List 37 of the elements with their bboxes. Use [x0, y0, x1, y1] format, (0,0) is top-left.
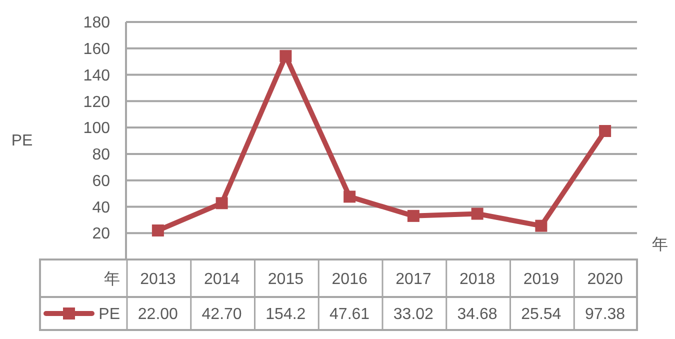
- y-tick-label: 40: [92, 199, 110, 216]
- x-axis-title: 年: [104, 270, 120, 288]
- y-tick-label: 60: [92, 172, 110, 190]
- x-tick-label: 2014: [204, 270, 240, 288]
- data-label: 22.00: [138, 306, 178, 324]
- point: [599, 125, 612, 138]
- data-label: 33.02: [393, 306, 434, 324]
- y-tick-label: 100: [83, 120, 110, 138]
- legend-label: PE: [98, 306, 120, 324]
- x-tick-label: 2018: [460, 270, 496, 288]
- x-tick-label: 2013: [140, 270, 176, 288]
- y-tick-label: 80: [92, 146, 110, 164]
- x-tick-label: 2020: [587, 270, 623, 288]
- y-tick-label: 140: [83, 67, 110, 84]
- data-label: 97.38: [585, 306, 626, 324]
- data-label: 154.2: [266, 306, 306, 324]
- point: [535, 220, 548, 232]
- data-label: 34.68: [457, 306, 498, 324]
- x-tick-label: 2015: [268, 270, 304, 288]
- x-tick-label: 2016: [332, 270, 368, 288]
- point: [280, 50, 292, 62]
- y-tick-label: 120: [83, 94, 110, 111]
- point: [407, 210, 420, 222]
- text: 年: [652, 236, 668, 254]
- x-tick-label: 2019: [523, 270, 560, 288]
- data-label: 25.54: [521, 306, 562, 324]
- y-tick-label: 180: [83, 14, 110, 32]
- y-tick-label: 160: [83, 40, 110, 58]
- data-label: 42.70: [202, 306, 242, 324]
- point: [471, 208, 484, 220]
- point: [344, 190, 356, 203]
- point: [152, 224, 164, 236]
- y-tick-label: 20: [92, 226, 110, 243]
- x-tick-label: 2017: [396, 270, 432, 288]
- y-axis-title: PE: [11, 132, 33, 150]
- data-label: 47.61: [330, 306, 370, 324]
- point: [216, 197, 228, 210]
